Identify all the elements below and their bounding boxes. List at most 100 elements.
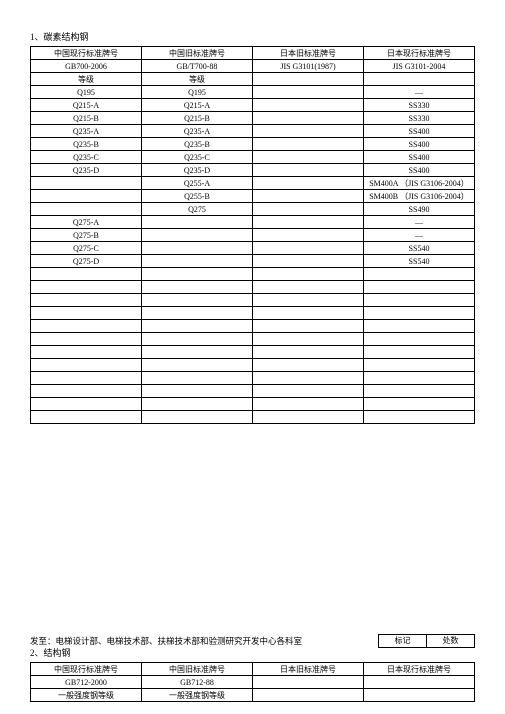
t2-h-col3: 日本现行标准牌号 — [364, 663, 475, 676]
table-cell — [253, 203, 364, 216]
table-cell: SS400 — [364, 164, 475, 177]
table-row: Q215-AQ215-ASS330 — [31, 99, 475, 112]
table-cell — [253, 151, 364, 164]
table-cell: Q235-A — [142, 125, 253, 138]
t2-h3-col3 — [364, 689, 475, 702]
table-cell: Q235-C — [31, 151, 142, 164]
table-row: Q255-BSM400B （JIS G3106-2004） — [31, 190, 475, 203]
table2-header-row2: GB712-2000 GB712-88 — [31, 676, 475, 689]
table-cell — [31, 359, 142, 372]
table-cell — [253, 411, 364, 424]
t1-h-col1: 中国旧标准牌号 — [142, 47, 253, 60]
table2-header-row1: 中国现行标准牌号 中国旧标准牌号 日本旧标准牌号 日本现行标准牌号 — [31, 663, 475, 676]
table-cell — [142, 281, 253, 294]
table-row — [31, 320, 475, 333]
table-row: Q215-BQ215-BSS330 — [31, 112, 475, 125]
t1-h2-col1: GB/T700-88 — [142, 60, 253, 73]
table2-header-row3: 一般强度钢等级 一般强度钢等级 — [31, 689, 475, 702]
table-cell — [253, 229, 364, 242]
table-row: Q235-BQ235-BSS400 — [31, 138, 475, 151]
table-cell — [364, 320, 475, 333]
table-row — [31, 411, 475, 424]
table-cell: Q235-D — [31, 164, 142, 177]
table1-header-row2: GB700-2006 GB/T700-88 JIS G3101(1987) JI… — [31, 60, 475, 73]
table-cell — [142, 320, 253, 333]
table-row: Q275SS490 — [31, 203, 475, 216]
table-row: Q235-DQ235-D SS400 — [31, 164, 475, 177]
table-cell — [253, 138, 364, 151]
table-cell — [253, 320, 364, 333]
t2-h-col1: 中国旧标准牌号 — [142, 663, 253, 676]
table-cell — [253, 164, 364, 177]
t1-h3-col3 — [364, 73, 475, 86]
table-cell — [253, 268, 364, 281]
table-cell: Q215-A — [142, 99, 253, 112]
table-cell: Q275 — [142, 203, 253, 216]
table-cell: SS400 — [364, 138, 475, 151]
table-cell — [142, 294, 253, 307]
table-row — [31, 307, 475, 320]
t2-h-col0: 中国现行标准牌号 — [31, 663, 142, 676]
table-row: Q275-B— — [31, 229, 475, 242]
table-cell — [142, 411, 253, 424]
table-cell — [31, 190, 142, 203]
table-cell: SS540 — [364, 255, 475, 268]
table-cell — [364, 359, 475, 372]
section2-title: 2、结构钢 — [30, 646, 475, 659]
table-carbon-steel: 中国现行标准牌号 中国旧标准牌号 日本旧标准牌号 日本现行标准牌号 GB700-… — [30, 46, 475, 424]
table-cell: Q255-A — [142, 177, 253, 190]
table-cell: — — [364, 86, 475, 99]
table-cell — [31, 320, 142, 333]
table-cell — [31, 411, 142, 424]
table-row: Q275-D SS540 — [31, 255, 475, 268]
table-cell — [253, 281, 364, 294]
table-cell — [142, 242, 253, 255]
table-cell — [253, 372, 364, 385]
table-cell — [31, 346, 142, 359]
table-row — [31, 268, 475, 281]
table-cell — [253, 307, 364, 320]
table-cell — [142, 229, 253, 242]
t1-h-col0: 中国现行标准牌号 — [31, 47, 142, 60]
table-cell — [142, 372, 253, 385]
table-cell — [364, 372, 475, 385]
table-cell — [253, 242, 364, 255]
table-cell — [364, 281, 475, 294]
table-cell: Q275-C — [31, 242, 142, 255]
table-cell — [142, 398, 253, 411]
table-cell: SM400A （JIS G3106-2004） — [364, 177, 475, 190]
table1-header-row1: 中国现行标准牌号 中国旧标准牌号 日本旧标准牌号 日本现行标准牌号 — [31, 47, 475, 60]
table-cell: SS330 — [364, 112, 475, 125]
table-cell: Q235-A — [31, 125, 142, 138]
table-row — [31, 281, 475, 294]
table-row — [31, 333, 475, 346]
table-cell — [142, 346, 253, 359]
table-cell — [31, 203, 142, 216]
table-cell — [364, 294, 475, 307]
table-cell — [253, 398, 364, 411]
table-row: Q195Q195— — [31, 86, 475, 99]
table-cell — [31, 372, 142, 385]
table-cell: Q215-B — [142, 112, 253, 125]
table-cell: Q235-C — [142, 151, 253, 164]
table-cell: SS400 — [364, 151, 475, 164]
table-cell — [142, 385, 253, 398]
table-cell — [142, 307, 253, 320]
table-cell — [142, 268, 253, 281]
table-cell: Q275-D — [31, 255, 142, 268]
table-cell: Q235-D — [142, 164, 253, 177]
table-cell — [253, 112, 364, 125]
table-cell: Q235-B — [142, 138, 253, 151]
table-cell — [142, 333, 253, 346]
table-row: Q255-A SM400A （JIS G3106-2004） — [31, 177, 475, 190]
table-cell — [31, 398, 142, 411]
table-cell — [364, 333, 475, 346]
t2-h2-col1: GB712-88 — [142, 676, 253, 689]
table-cell: SS540 — [364, 242, 475, 255]
table-cell — [31, 294, 142, 307]
t1-h-col3: 日本现行标准牌号 — [364, 47, 475, 60]
t2-h2-col0: GB712-2000 — [31, 676, 142, 689]
t1-h2-col0: GB700-2006 — [31, 60, 142, 73]
table-cell — [253, 385, 364, 398]
table-cell: Q215-A — [31, 99, 142, 112]
